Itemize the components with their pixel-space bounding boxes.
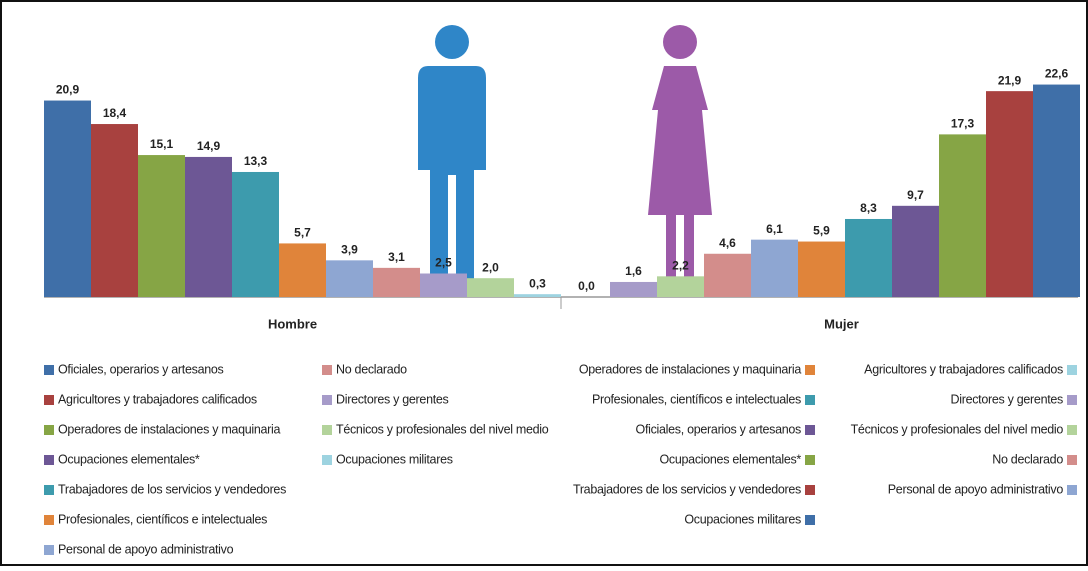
group-label: Hombre [268,316,317,331]
bar [279,243,326,297]
legend-label: Operadores de instalaciones y maquinaria [579,362,802,376]
value-label: 20,9 [56,83,80,97]
legend-swatch [322,425,332,435]
value-label: 5,7 [294,226,311,240]
bar [1033,84,1080,297]
bar [939,134,986,297]
bar [845,218,892,297]
bar [798,241,845,297]
group-label: Mujer [824,316,859,331]
bar [892,205,939,297]
bar [610,281,657,297]
legend-swatch [322,365,332,375]
bar [326,260,373,297]
value-label: 18,4 [103,106,127,120]
bar [657,276,704,297]
legend-label: Agricultores y trabajadores calificados [864,362,1063,376]
legend-swatch [1067,395,1077,405]
legend-label: Oficiales, operarios y artesanos [58,362,224,376]
value-label: 0,3 [529,276,546,290]
legend-label: Ocupaciones elementales* [58,452,200,466]
legend-label: Trabajadores de los servicios y vendedor… [573,482,801,496]
value-label: 4,6 [719,236,736,250]
value-label: 22,6 [1045,67,1069,81]
value-label: 15,1 [150,137,174,151]
legend-swatch [1067,485,1077,495]
value-label: 3,9 [341,243,358,257]
legend-swatch [44,485,54,495]
value-label: 17,3 [951,117,975,131]
legend-swatch [1067,425,1077,435]
legend-swatch [1067,365,1077,375]
value-label: 1,6 [625,264,642,278]
value-label: 21,9 [998,73,1022,87]
legend-label: No declarado [992,452,1063,466]
legend-label: Ocupaciones militares [336,452,453,466]
legend-swatch [44,365,54,375]
female-icon [648,25,712,290]
bar [467,278,514,297]
value-label: 3,1 [388,250,405,264]
bar [91,124,138,297]
legend-label: No declarado [336,362,407,376]
legend-swatch [805,365,815,375]
value-label: 9,7 [907,188,924,202]
bar [373,267,420,297]
legend-label: Directores y gerentes [951,392,1064,406]
legend-swatch [805,485,815,495]
male-icon [418,25,486,290]
value-label: 2,0 [482,260,499,274]
bar [986,91,1033,297]
bar [138,155,185,297]
bar [420,273,467,297]
legend-swatch [805,425,815,435]
legend-label: Profesionales, científicos e intelectual… [58,512,267,526]
value-label: 5,9 [813,224,830,238]
legend-label: Directores y gerentes [336,392,449,406]
legend-label: Ocupaciones militares [684,512,801,526]
legend-swatch [805,395,815,405]
bar [44,100,91,297]
value-label: 2,5 [435,256,452,270]
legend-swatch [44,395,54,405]
legend-label: Ocupaciones elementales* [659,452,801,466]
bar [185,156,232,297]
legend-swatch [805,455,815,465]
legend-label: Personal de apoyo administrativo [58,542,234,556]
bar [704,253,751,297]
legend-swatch [805,515,815,525]
legend-swatch [322,395,332,405]
value-label: 14,9 [197,139,221,153]
legend-label: Operadores de instalaciones y maquinaria [58,422,281,436]
legend-swatch [44,425,54,435]
bar [232,171,279,297]
legend-label: Trabajadores de los servicios y vendedor… [58,482,286,496]
bar [751,239,798,297]
value-label: 13,3 [244,154,268,168]
legend-label: Profesionales, científicos e intelectual… [592,392,801,406]
legend-swatch [44,455,54,465]
legend-label: Oficiales, operarios y artesanos [636,422,802,436]
legend-label: Agricultores y trabajadores calificados [58,392,257,406]
bar [514,294,561,297]
legend-label: Técnicos y profesionales del nivel medio [851,422,1064,436]
legend-label: Técnicos y profesionales del nivel medio [336,422,549,436]
legend-swatch [1067,455,1077,465]
legend-swatch [44,545,54,555]
value-label: 2,2 [672,258,689,272]
value-label: 6,1 [766,222,783,236]
value-label: 8,3 [860,201,877,215]
legend-label: Personal de apoyo administrativo [888,482,1064,496]
value-label: 0,0 [578,279,595,293]
legend-swatch [322,455,332,465]
legend-swatch [44,515,54,525]
